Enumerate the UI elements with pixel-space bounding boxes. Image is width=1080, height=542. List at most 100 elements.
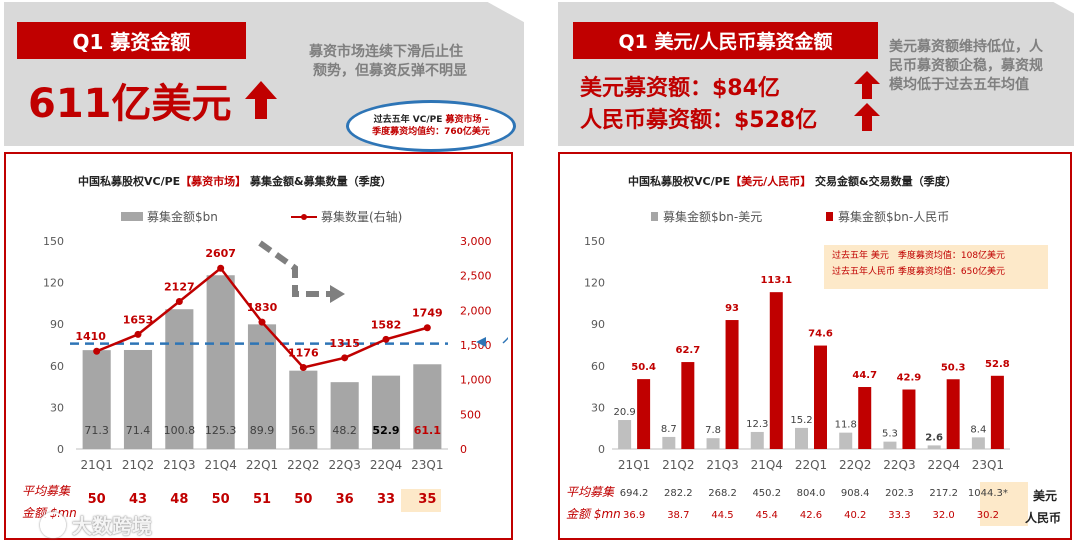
right-avg-rmb-value: 30.2 [976, 510, 999, 521]
left-x-tick: 21Q4 [204, 458, 236, 472]
right-usd-label: 15.2 [790, 415, 812, 426]
left-avg-value: 36 [335, 492, 354, 507]
right-note-line-2: 民币募资额企稳，募资规 [889, 58, 1043, 74]
watermark-text: 大数跨境 [72, 514, 152, 538]
left-line-point [217, 264, 225, 272]
bubble-line-3: 季度募资均值约：760亿美元 [372, 127, 490, 137]
legend-bar-label: 募集金额$bn [147, 210, 218, 224]
legend-rmb-swatch [826, 212, 833, 221]
right-usd-label: 11.8 [835, 420, 857, 431]
right-y-tick: 90 [591, 318, 605, 331]
right-usd-label: 8.4 [970, 424, 986, 435]
right-avg-rmb-value: 42.6 [799, 510, 823, 521]
info-box-line-1: 过去五年 美元 季度募资均值：108亿美元 [832, 251, 1006, 261]
right-avg-usd-value: 908.4 [840, 488, 870, 499]
left-line-point [93, 347, 101, 355]
left-avg-value: 50 [294, 492, 313, 507]
right-y-tick: 120 [584, 277, 605, 290]
left-title-highlight: 【募资市场】 [180, 175, 247, 188]
right-avg-usd-value: 217.2 [929, 488, 958, 499]
left-line-label: 2127 [164, 281, 195, 294]
right-highlight-cell [980, 482, 1028, 526]
left-bar [371, 375, 401, 449]
right-rmb-label: 50.4 [631, 362, 656, 373]
right-avg-usd-value: 1044.3* [967, 488, 1008, 499]
right-legend-usd: 募集金额$bn-美元 [651, 208, 762, 225]
left-bar [413, 364, 442, 449]
right-avg-usd-value: 804.0 [796, 488, 826, 499]
right-usd-bar [618, 420, 632, 449]
right-chart-title: 中国私募股权VC/PE【美元/人民币】 交易金额&交易数量（季度） [628, 173, 957, 189]
left-line-point [134, 330, 142, 338]
legend-rmb-label: 募集金额$bn-人民币 [838, 210, 950, 224]
right-avg-rmb-value: 45.4 [755, 510, 778, 521]
rmb-up-arrow-icon [854, 103, 880, 131]
right-usd-label: 20.9 [613, 407, 635, 418]
right-rmb-label: 113.1 [760, 275, 792, 286]
right-usd-row-label: 美元 [1033, 489, 1058, 503]
right-header-note: 美元募资额维持低位，人 民币募资额企稳，募资规 模均低于过去五年均值 [889, 38, 1071, 95]
left-line-label: 1749 [412, 307, 443, 320]
right-usd-label: 7.8 [705, 425, 721, 436]
right-usd-bar [750, 431, 764, 449]
left-x-tick: 21Q2 [122, 458, 154, 472]
right-usd-label: 2.6 [925, 432, 943, 443]
left-note-line-1: 募资市场连续下滑后止住 [309, 44, 463, 60]
right-usd-bar [662, 436, 676, 449]
left-x-tick: 22Q3 [328, 458, 360, 472]
left-y2-tick: 500 [460, 408, 481, 421]
right-x-tick: 22Q3 [883, 458, 915, 472]
left-big-value-text: 611亿美元 [28, 81, 232, 127]
left-bar-label: 71.3 [84, 424, 109, 437]
right-bottom-usd-values: 694.2 282.2 268.2 450.2 804.0 908.4 202.3 217.2… [0, 488, 1080, 502]
left-bar [330, 382, 359, 449]
up-arrow-icon [244, 81, 277, 119]
left-title-suffix: 募集金额&募集数量（季度） [246, 175, 392, 188]
left-line-point [382, 335, 390, 343]
right-bottom-rmb-values: 36.9 38.7 44.5 45.4 42.6 40.2 33.3 32.0 30.2 [0, 510, 1080, 524]
right-rmb-row-label: 人民币 [1025, 511, 1062, 525]
right-usd-bar [971, 437, 985, 449]
right-avg-usd-value: 450.2 [752, 488, 782, 499]
left-y2-tick: 0 [460, 443, 467, 456]
right-avg-usd-value: 694.2 [619, 488, 649, 499]
right-usd-bar [883, 441, 897, 449]
right-rmb-label: 93 [725, 303, 739, 314]
left-avg-value: 51 [252, 492, 272, 507]
right-usd-bar [706, 438, 720, 449]
left-bottom-label-1: 平均募集 [22, 484, 71, 498]
left-chart-plot: 0 30 60 90 120 150 0 500 1,000 1,500 2,000 2,500 3,0… [43, 235, 508, 472]
right-header-tag: Q1 美元/人民币募资金额 [573, 22, 878, 59]
left-avg-value: 50 [87, 492, 106, 507]
left-line-label: 1315 [329, 337, 360, 350]
right-bottom-label-2: 金额 $mn [566, 507, 621, 521]
right-avg-rmb-value: 36.9 [622, 510, 646, 521]
left-avg-value: 33 [376, 492, 396, 507]
right-rmb-label: 44.7 [852, 370, 877, 381]
right-bottom-label: 平均募集 金额 $mn [566, 481, 621, 525]
left-bar-label: 89.9 [250, 424, 275, 437]
right-title-suffix: 交易金额&交易数量（季度） [811, 175, 957, 188]
left-bar [165, 309, 194, 449]
right-usd-bar [839, 432, 853, 449]
left-avg-value: 35 [418, 492, 437, 507]
right-rmb-bar [858, 387, 872, 449]
legend-gray-swatch [121, 212, 143, 221]
left-line-point [258, 318, 266, 326]
left-y-tick: 120 [43, 277, 64, 290]
right-rmb-label: 74.6 [808, 329, 833, 340]
watermark-logo-icon [40, 511, 66, 538]
right-avg-rmb-value: 44.5 [711, 510, 734, 521]
left-x-tick: 22Q2 [287, 458, 319, 472]
left-y-tick: 150 [43, 235, 64, 248]
left-y2-tick: 2,500 [460, 270, 492, 283]
left-bar [123, 349, 153, 449]
right-chart-plot: 0 30 60 90 120 150 20.9 8.7 7.8 12.3 15.2 11.8 5.3 2.… [584, 235, 1010, 472]
left-y2-tick: 1,500 [460, 339, 492, 352]
right-x-tick: 22Q2 [839, 458, 871, 472]
left-x-tick: 22Q1 [246, 458, 278, 472]
left-bar [82, 350, 111, 449]
right-note-line-3: 模均低于过去五年均值 [889, 77, 1029, 93]
right-rmb-label: 62.7 [675, 345, 700, 356]
legend-usd-swatch [651, 212, 658, 221]
